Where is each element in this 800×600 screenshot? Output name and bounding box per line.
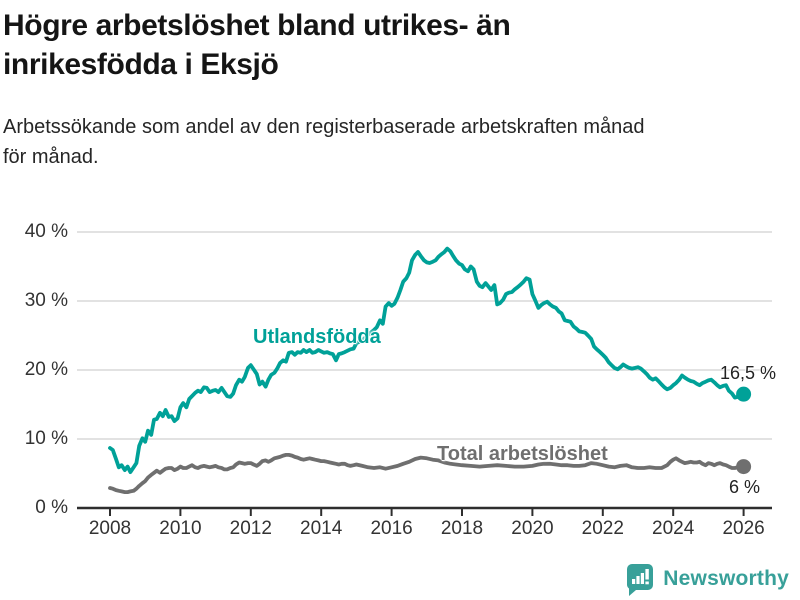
- y-tick-label: 10 %: [24, 428, 68, 449]
- subtitle-line-1: Arbetssökande som andel av den registerb…: [3, 116, 645, 138]
- y-tick-label: 30 %: [24, 290, 68, 311]
- newsworthy-logo[interactable]: Newsworthy: [625, 562, 789, 596]
- x-tick-label: 2016: [370, 518, 413, 539]
- end-value-label-total: 6 %: [729, 477, 761, 497]
- title-line-1: Högre arbetslöshet bland utrikes- än: [3, 9, 511, 42]
- series-label-utlandsfodda: Utlandsfödda: [253, 326, 381, 348]
- y-tick-label: 40 %: [24, 221, 68, 242]
- x-tick-label: 2020: [511, 518, 554, 539]
- chart-subtitle: Arbetssökande som andel av den registerb…: [3, 112, 645, 172]
- x-tick-label: 2018: [440, 518, 484, 539]
- x-tick-label: 2022: [581, 518, 624, 539]
- series-line-total: [108, 452, 746, 495]
- end-value-label-utlandsfodda: 16,5 %: [720, 363, 777, 383]
- series-line-utlandsfodda: [108, 246, 746, 475]
- x-tick-label: 2012: [229, 518, 272, 539]
- x-tick-label: 2014: [300, 518, 343, 539]
- series-label-total-arbetsloshet: Total arbetslöshet: [437, 443, 608, 465]
- x-tick-label: 2010: [159, 518, 202, 539]
- x-tick-label: 2024: [652, 518, 695, 539]
- subtitle-line-2: för månad.: [3, 146, 99, 168]
- page-title: Högre arbetslöshet bland utrikes- än inr…: [3, 6, 511, 84]
- x-tick-label: 2026: [722, 518, 765, 539]
- brand-name: Newsworthy: [663, 567, 789, 590]
- y-tick-label: 0 %: [35, 497, 68, 518]
- title-line-2: inrikesfödda i Eksjö: [3, 48, 279, 81]
- end-dot-total: [736, 459, 752, 475]
- end-dot-utlandsfodda: [736, 386, 752, 402]
- x-tick-label: 2008: [88, 518, 132, 539]
- y-tick-label: 20 %: [24, 359, 68, 380]
- bar-chart-speech-bubble-icon: [627, 564, 654, 596]
